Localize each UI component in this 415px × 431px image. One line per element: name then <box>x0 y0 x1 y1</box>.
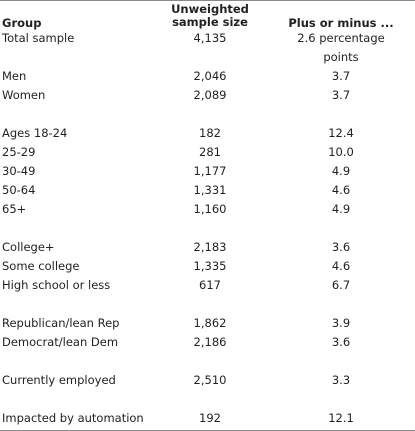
row-sample-size: 192 <box>199 411 221 425</box>
row-group: Currently employed <box>2 373 116 387</box>
row-group: Democrat/lean Dem <box>2 335 119 349</box>
table-row: 65+ 1,160 4.9 <box>0 200 415 219</box>
row-group: College+ <box>2 240 55 254</box>
header-margin: Plus or minus ... <box>288 16 394 30</box>
header-sample-size-line2: sample size <box>172 15 248 29</box>
header-group: Group <box>2 16 42 30</box>
row-group: Men <box>2 69 27 83</box>
table-row: Ages 18-24 182 12.4 <box>0 124 415 143</box>
header-sample-size: Unweighted sample size <box>160 3 260 29</box>
table-row: Impacted by automation 192 12.1 <box>0 409 415 428</box>
table-row: Currently employed 2,510 3.3 <box>0 371 415 390</box>
row-group: 50-64 <box>2 183 36 197</box>
table-row: 50-64 1,331 4.6 <box>0 181 415 200</box>
row-sample-size: 1,160 <box>193 202 227 216</box>
row-sample-size: 2,183 <box>193 240 227 254</box>
row-group: Some college <box>2 259 80 273</box>
row-sample-size: 1,177 <box>193 164 227 178</box>
header-sample-size-line1: Unweighted <box>171 2 249 16</box>
table-row: Democrat/lean Dem 2,186 3.6 <box>0 333 415 352</box>
row-sample-size: 1,335 <box>193 259 227 273</box>
row-group: Impacted by automation <box>2 411 144 425</box>
row-margin: 3.3 <box>331 373 351 387</box>
row-margin: 4.9 <box>331 202 351 216</box>
row-sample-size: 1,331 <box>193 183 227 197</box>
row-group: Women <box>2 88 46 102</box>
table-body: Total sample 4,135 2.6 percentage points… <box>0 29 415 428</box>
table-row: Some college 1,335 4.6 <box>0 257 415 276</box>
row-group: Republican/lean Rep <box>2 316 120 330</box>
row-margin: 10.0 <box>328 145 354 159</box>
row-sample-size: 281 <box>199 145 221 159</box>
table-row: Republican/lean Rep 1,862 3.9 <box>0 314 415 333</box>
row-sample-size: 1,862 <box>193 316 227 330</box>
row-margin: 3.6 <box>331 240 351 254</box>
row-group: 65+ <box>2 202 27 216</box>
row-group: Total sample <box>2 31 75 45</box>
row-margin: 6.7 <box>331 278 351 292</box>
table-row: High school or less 617 6.7 <box>0 276 415 295</box>
row-margin: 3.7 <box>331 69 351 83</box>
row-margin: 3.6 <box>331 335 351 349</box>
row-sample-size: 617 <box>199 278 221 292</box>
row-sample-size: 2,186 <box>193 335 227 349</box>
table-row: 25-29 281 10.0 <box>0 143 415 162</box>
table-row: College+ 2,183 3.6 <box>0 238 415 257</box>
row-margin: 12.4 <box>328 126 354 140</box>
row-group: 25-29 <box>2 145 36 159</box>
table-row: Men 2,046 3.7 <box>0 67 415 86</box>
row-sample-size: 2,046 <box>193 69 227 83</box>
row-sample-size: 182 <box>199 126 221 140</box>
row-sample-size: 2,089 <box>193 88 227 102</box>
row-sample-size: 2,510 <box>193 373 227 387</box>
row-sample-size: 4,135 <box>193 31 227 45</box>
row-margin: 3.7 <box>331 88 351 102</box>
row-margin: 4.9 <box>331 164 351 178</box>
row-margin: 12.1 <box>328 411 354 425</box>
row-group: Ages 18-24 <box>2 126 68 140</box>
table-row: Women 2,089 3.7 <box>0 86 415 105</box>
table-row: 30-49 1,177 4.9 <box>0 162 415 181</box>
row-margin: 2.6 percentage points <box>297 31 385 64</box>
row-margin: 3.9 <box>331 316 351 330</box>
row-group: 30-49 <box>2 164 36 178</box>
table-row: Total sample 4,135 2.6 percentage points <box>0 29 415 64</box>
row-margin: 4.6 <box>331 183 351 197</box>
row-group: High school or less <box>2 278 111 292</box>
row-margin: 4.6 <box>331 259 351 273</box>
table-header: Group Unweighted sample size Plus or min… <box>0 1 415 31</box>
